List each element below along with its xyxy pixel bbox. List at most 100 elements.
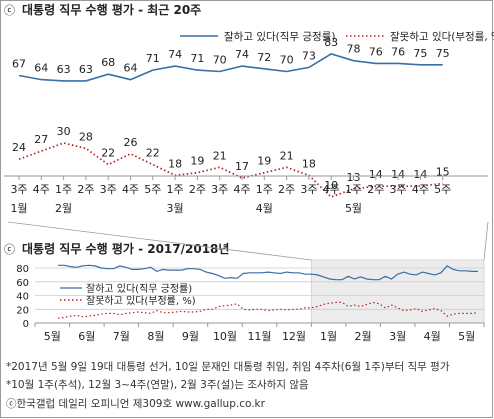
chart1-x-tick-label: 4주 [122,183,139,196]
chart2-month-label: 12월 [282,330,306,343]
chart1-series-0-data-label: 71 [190,52,204,65]
chart1-x-tick-label: 3주 [10,183,27,196]
chart1-series-0-data-label: 70 [213,54,227,67]
chart1-month-label: 2월 [55,202,72,215]
chart1-series-1-data-label: 19 [190,155,204,168]
chart1-series-1-data-label: 22 [101,147,115,160]
chart1-series-0-data-label: 74 [168,48,182,61]
chart1-x-tick-label: 5주 [144,183,161,196]
chart1-x-tick-label: 4주 [233,183,250,196]
chart1-series-0-data-label: 75 [436,47,450,60]
chart1-series-0-data-label: 64 [34,62,48,75]
chart1-x-tick-label: 2주 [77,183,94,196]
chart2-legend-negative-label: 잘못하고 있다(부정률, %) [86,294,196,307]
chart1-series-0-data-label: 70 [280,54,294,67]
chart2-plot: 0 20 40 60 80 5월 6월 7월 8월 9월 10월 11월 12월 1월 2월 3월 4월 5월 [7,221,489,343]
chart2-highlight-region [310,259,485,324]
chart1-series-0-data-label: 67 [12,58,26,71]
chart1-series-0-data-label: 72 [257,51,271,64]
chart2-y-tick-label: 60 [16,278,29,289]
chart1-series-1-data-label: 14 [391,168,405,181]
chart2-legend: 잘하고 있다(직무 긍정률) 잘못하고 있다(부정률, %) [60,282,196,307]
chart1-series-1-data-label: 15 [436,166,450,179]
chart1-series-1-data-label: 14 [369,168,383,181]
chart2-month-label: 11월 [247,330,271,343]
chart1-series-1-data-label: 18 [168,157,182,170]
chart1-x-tick-label: 3주 [100,183,117,196]
chart2-y-tick-label: 20 [16,305,29,316]
chart1-series-1-data-label: 24 [12,141,26,154]
chart1-x-tick-label: 5주 [434,183,451,196]
chart1-x-tick-label: 1주 [55,183,72,196]
chart2-y-tick-label: 80 [16,264,29,275]
chart1-x-tick-label: 3주 [211,183,228,196]
chart2-zoom-guide-left [7,221,312,261]
chart1-legend: 잘하고 있다(직무 긍정률) 잘못하고 있다(부정률, %) [180,30,494,43]
chart1-series-0-data-label: 76 [391,45,405,58]
chart1-month-label: 4월 [256,202,273,215]
chart1-month-label: 5월 [345,202,362,215]
chart1-series-0-data-label: 63 [57,63,71,76]
chart1-series-0-data-label: 71 [146,52,160,65]
chart1-x-tick-label: 4주 [323,183,340,196]
chart2-month-label: 2월 [355,330,372,343]
chart2-month-label: 4월 [424,330,441,343]
chart1-month-label: 3월 [167,202,184,215]
chart1-series-0-line [18,53,443,82]
chart1-x-tick-label: 1주 [345,183,362,196]
footnote-skipped-weeks: *10월 1주(추석), 12월 3~4주(연말), 2월 3주(설)는 조사하… [6,379,309,391]
chart2-month-label: 5월 [44,330,61,343]
chart1-series-0-data-label: 68 [101,56,115,69]
chart2-series-0-line [58,264,478,281]
chart1-x-tick-label: 1주 [167,183,184,196]
chart2-legend-positive-label: 잘하고 있다(직무 긍정률) [86,282,192,295]
chart1-series-0-data-label: 63 [79,63,93,76]
chart1-legend-positive-label: 잘하고 있다(직무 긍정률) [224,30,335,43]
chart1-series-1-data-label: 18 [302,157,316,170]
chart1-x-tick-label: 4주 [33,183,50,196]
chart1-series-1-data-label: 14 [413,168,427,181]
chart1-x-tick-label: 4주 [412,183,429,196]
chart1-x-axis: 3주 4주 1주 2주 3주 4주 5주 1주 2주 3주 4주 1주 2주 3주 4주 1주 2주 3주 4주 5주… [4,175,488,215]
chart1-title-symbol: ⓒ [4,4,15,17]
chart1-x-tick-label: 2주 [189,183,206,196]
chart1-series-0-data-label: 64 [124,62,138,75]
chart1-series-1-data-label: 17 [235,160,249,173]
chart1-x-tick-label: 2주 [367,183,384,196]
chart2-month-label: 9월 [182,330,199,343]
chart2-month-label: 5월 [458,330,475,343]
chart1-series-1-data-label: 21 [213,149,227,162]
chart1-series-1-data-label: 30 [57,125,71,138]
chart2-month-label: 3월 [389,330,406,343]
chart1-series-0-data-label: 74 [235,48,249,61]
chart2-zoom-guide-right [483,221,489,261]
chart2-month-label: 10월 [213,330,237,343]
chart1-series-0-data-label: 76 [369,45,383,58]
chart1-x-tick-label: 2주 [278,183,295,196]
chart2-y-tick-label: 40 [16,292,29,303]
chart1-series-1-data-label: 21 [280,149,294,162]
chart2-y-tick-label: 0 [23,319,29,330]
chart1-x-tick-label: 3주 [390,183,407,196]
chart1-series-1-data-label: 22 [146,147,160,160]
chart1-series-0-data-label: 83 [324,36,338,49]
chart1-legend-negative-label: 잘못하고 있다(부정률, %) [390,30,494,43]
chart1-series-1-data-label: 10 [324,179,338,192]
chart1-series-0-data-label: 73 [302,49,316,62]
chart2-title: 대통령 직무 수행 평가 - 2017/2018년 [22,241,229,256]
chart1-x-tick-label: 1주 [256,183,273,196]
chart2-title-symbol: ⓒ [4,243,15,256]
chart1-series-1-data-label: 28 [79,130,93,143]
chart1-series-1-data-label: 26 [124,136,138,149]
chart1-series-1-data-label: 19 [257,155,271,168]
chart1-x-tick-label: 3주 [300,183,317,196]
chart2-month-label: 6월 [78,330,95,343]
chart1-header: ⓒ 대통령 직무 수행 평가 - 최근 20주 [4,2,201,17]
chart1-series-0-data-label: 78 [347,43,361,56]
footnote-election: *2017년 5월 9일 19대 대통령 선거, 10일 문재인 대통령 취임,… [6,361,450,373]
chart1-plot: 67 64 63 63 68 64 71 74 71 70 74 72 70 73 83 78 76 76 75 75… [12,36,450,198]
chart1-series-0-data-label: 75 [413,47,427,60]
chart2-month-label: 1월 [320,330,337,343]
